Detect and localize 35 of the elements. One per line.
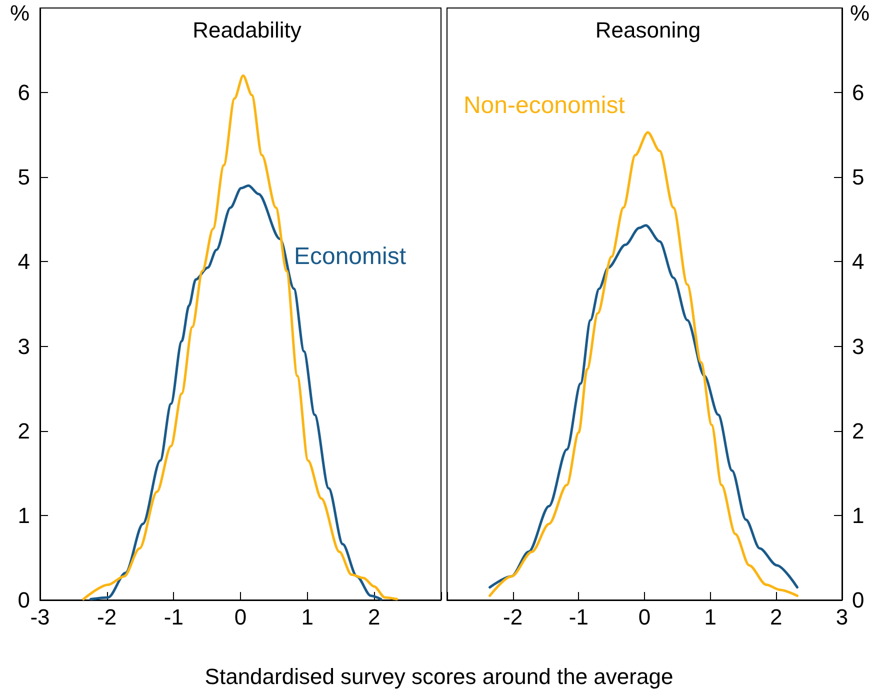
line-series [488, 131, 798, 598]
text: Reasoning [595, 18, 701, 42]
y-tick-label: 1 [18, 502, 30, 528]
y-tick-label: 2 [18, 418, 30, 444]
x-tick-label: 3 [836, 604, 848, 630]
x-axis-title: Standardised survey scores around the average [204, 664, 674, 690]
x-tick-label: 2 [770, 604, 782, 630]
text: Readability [192, 18, 302, 42]
x-tick-label: -2 [97, 604, 117, 630]
y-tick-label: 4 [18, 249, 30, 274]
y-tick-label: 6 [18, 80, 30, 106]
x-tick-label: -1 [164, 604, 184, 630]
y-tick-label: 5 [18, 164, 30, 190]
series-label: Non-economist [463, 92, 626, 119]
y-tick-label: 6 [852, 80, 864, 106]
y-tick-label: 1 [852, 502, 864, 528]
y-tick-label: 4 [852, 249, 864, 274]
y-tick-label: 0 [18, 588, 30, 612]
x-tick-label: 1 [301, 604, 314, 630]
y-tick-label: 3 [852, 334, 864, 359]
x-tick-label: 0 [638, 604, 651, 630]
x-tick-label: -2 [503, 604, 523, 630]
x-tick-label: -3 [30, 604, 50, 630]
series-label: Economist [294, 243, 406, 270]
x-tick-label: 0 [234, 604, 247, 630]
y-axis-title: % [850, 0, 870, 26]
line-series [488, 224, 798, 589]
y-axis-title: % [10, 0, 30, 26]
y-tick-label: 5 [852, 164, 864, 190]
y-tick-label: 2 [852, 418, 864, 444]
x-tick-label: -1 [568, 604, 588, 630]
x-tick-label: 2 [368, 604, 380, 630]
x-tick-label: 1 [704, 604, 716, 630]
y-tick-label: 0 [852, 588, 864, 612]
y-tick-label: 3 [18, 334, 30, 359]
